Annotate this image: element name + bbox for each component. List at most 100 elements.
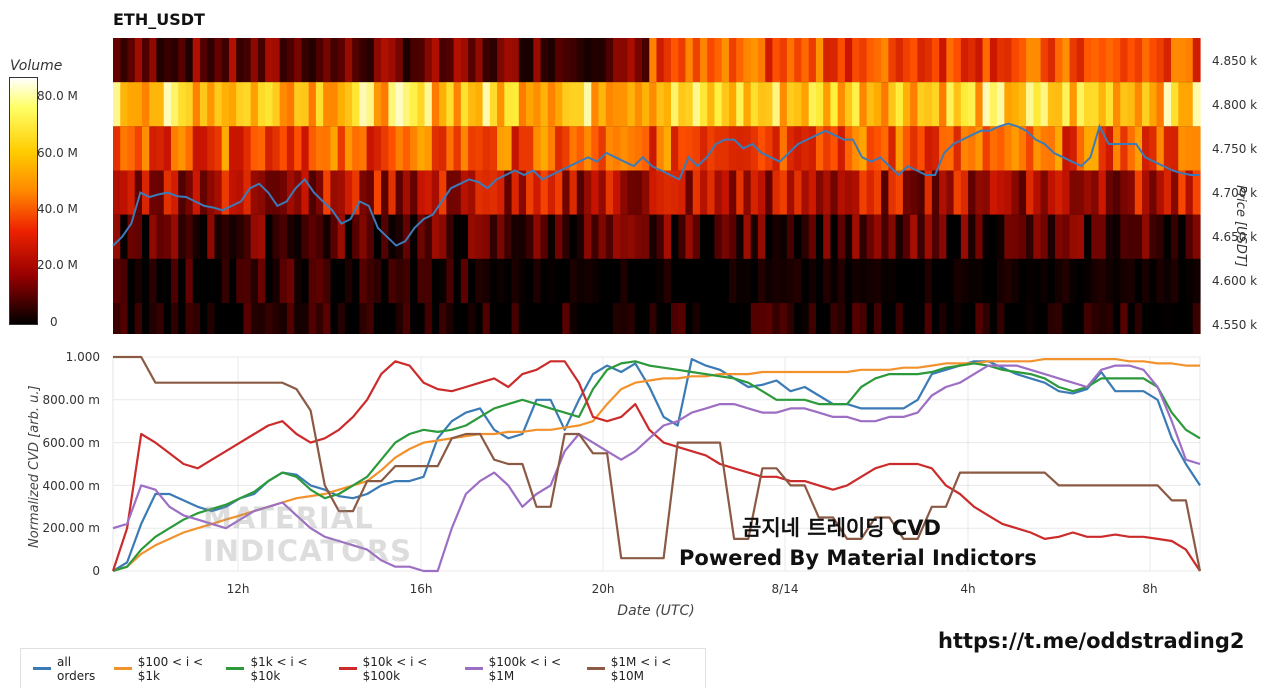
heatmap-cell [388,126,397,171]
heatmap-cell [852,303,861,334]
heatmap-cell [526,82,534,127]
heatmap-cell [830,38,839,83]
heatmap-cell [642,38,650,83]
heatmap-cell [221,303,230,334]
heatmap-cell [526,170,534,215]
heatmap-cell [794,303,803,334]
heatmap-cell [634,82,643,127]
heatmap-cell [1163,38,1172,83]
heatmap-cell [207,38,216,83]
heatmap-cell [1076,126,1085,171]
heatmap-cell [359,170,368,215]
heatmap-cell [482,126,491,171]
heatmap-cell [772,258,781,304]
legend-item[interactable]: $10k < i < $100k [338,655,459,683]
heatmap-cell [765,303,774,334]
heatmap-cell [627,303,636,334]
heatmap-cell [779,82,788,127]
heatmap-cell [917,258,926,304]
heatmap-cell [156,214,165,259]
heatmap-cell [975,214,984,259]
legend-item[interactable]: $1k < i < $10k [226,655,332,683]
heatmap-cell [518,214,527,259]
heatmap-cell [634,258,643,304]
heatmap-cell [257,258,266,304]
heatmap-cell [475,170,484,215]
heatmap-cell [895,126,904,171]
heatmap-cell [1163,303,1172,334]
heatmap-cell [598,303,607,334]
price-tick: 4.550 k [1212,318,1258,332]
heatmap-cell [1018,258,1027,304]
heatmap-cell [555,126,563,171]
heatmap-cell [975,303,984,334]
heatmap-cell [1091,303,1100,334]
heatmap-cell [1149,126,1158,171]
heatmap-cell [504,214,513,259]
heatmap-cell [207,126,216,171]
heatmap-cell [1033,258,1042,304]
heatmap-cell [272,126,281,171]
heatmap-cell [199,170,208,215]
heatmap-cell [1069,126,1078,171]
heatmap-cell [453,214,462,259]
heatmap-cell [620,82,629,127]
legend-swatch [464,667,483,670]
legend-swatch [113,667,132,670]
heatmap-cell [562,258,571,304]
heatmap-cell [279,258,288,304]
heatmap-cell [960,170,969,215]
heatmap-cell [975,170,984,215]
heatmap-cell [395,38,404,83]
heatmap-cell [301,170,310,215]
heatmap-cell [786,303,795,334]
heatmap-cell [395,82,404,127]
heatmap-cell [431,303,440,334]
heatmap-cell [837,38,846,83]
heatmap-cell [402,38,411,83]
heatmap-cell [272,82,281,127]
heatmap-cell [576,258,585,304]
heatmap-cell [366,126,375,171]
heatmap-cell [141,303,150,334]
price-tick: 4.650 k [1212,230,1258,244]
heatmap-cell [786,82,795,127]
heatmap-cell [656,82,665,127]
legend-item[interactable]: all orders [33,655,108,683]
heatmap-cell [750,82,759,127]
legend-item[interactable]: $100 < i < $1k [113,655,221,683]
cvd-tick: 200.00 m [42,521,101,535]
heatmap-cell [670,258,679,304]
legend-item[interactable]: $1M < i < $10M [586,655,699,683]
heatmap-cell [1127,38,1136,83]
heatmap-cell [243,258,252,304]
legend-item[interactable]: $100k < i < $1M [464,655,581,683]
heatmap-cell [192,126,201,171]
heatmap-cell [1113,214,1121,259]
heatmap-cell [395,214,404,259]
telegram-link[interactable]: https://t.me/oddstrading2 [938,629,1245,653]
heatmap-cell [649,170,658,215]
heatmap-cell [1069,303,1078,334]
heatmap-cell [1047,303,1056,334]
heatmap-cell [192,82,201,127]
heatmap-cell [518,82,527,127]
heatmap-cell [381,38,389,83]
heatmap-cell [757,258,766,304]
heatmap-cell [1026,303,1034,334]
heatmap-cell [823,214,832,259]
heatmap-cell [997,170,1005,215]
heatmap-cell [1156,303,1165,334]
heatmap-cell [786,38,795,83]
heatmap-cell [699,126,708,171]
heatmap-cell [1192,126,1201,171]
heatmap-cell [946,126,955,171]
heatmap-cell [714,38,723,83]
heatmap-cell [627,258,636,304]
heatmap-cell [439,258,447,304]
heatmap-cell [431,170,440,215]
heatmap-cell [373,303,382,334]
colorbar-tick: 0 [50,315,58,329]
heatmap-cell [540,82,549,127]
heatmap-cell [323,126,331,171]
